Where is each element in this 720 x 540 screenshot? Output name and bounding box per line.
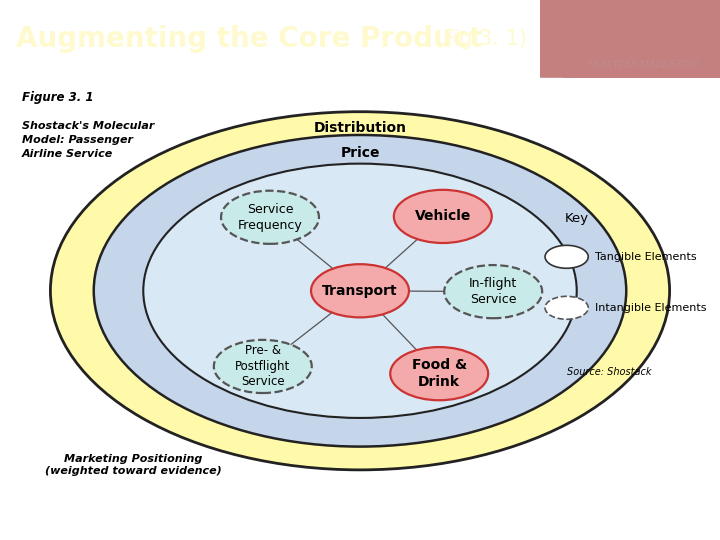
Ellipse shape bbox=[143, 164, 577, 418]
Text: Figure 3. 1: Figure 3. 1 bbox=[22, 91, 93, 104]
Ellipse shape bbox=[214, 340, 312, 393]
Text: Price: Price bbox=[341, 146, 379, 160]
Text: Tangible Elements: Tangible Elements bbox=[595, 252, 697, 262]
Text: Shostack's Molecular
Model: Passenger
Airline Service: Shostack's Molecular Model: Passenger Ai… bbox=[22, 121, 154, 159]
Ellipse shape bbox=[221, 191, 319, 244]
Ellipse shape bbox=[311, 264, 409, 318]
Text: Distribution: Distribution bbox=[313, 121, 407, 135]
Ellipse shape bbox=[94, 135, 626, 447]
Ellipse shape bbox=[444, 265, 542, 318]
Text: Food &
Drink: Food & Drink bbox=[412, 358, 467, 389]
Text: SERVICES MARKETING: SERVICES MARKETING bbox=[588, 60, 701, 69]
Text: Augmenting the Core Product: Augmenting the Core Product bbox=[16, 25, 482, 53]
Text: Pre- &
Postflight
Service: Pre- & Postflight Service bbox=[235, 345, 290, 388]
Text: Services Marketing 6/E: Services Marketing 6/E bbox=[305, 517, 415, 526]
Text: (Fig 3. 1): (Fig 3. 1) bbox=[428, 29, 527, 49]
Text: Slide © 2007 by Christopher Lovelock and Jochen Wirtz: Slide © 2007 by Christopher Lovelock and… bbox=[11, 517, 274, 526]
Text: In-flight
Service: In-flight Service bbox=[469, 278, 518, 306]
Ellipse shape bbox=[545, 296, 588, 319]
Text: Service
Frequency: Service Frequency bbox=[238, 203, 302, 232]
Text: Key: Key bbox=[565, 212, 590, 225]
Ellipse shape bbox=[50, 112, 670, 470]
Text: Marketing Positioning
(weighted toward evidence): Marketing Positioning (weighted toward e… bbox=[45, 454, 222, 476]
Text: Transport: Transport bbox=[322, 284, 398, 298]
Ellipse shape bbox=[390, 347, 488, 400]
Text: Vehicle: Vehicle bbox=[415, 210, 471, 224]
Text: Intangible Elements: Intangible Elements bbox=[595, 303, 707, 313]
Text: Source: Shostack: Source: Shostack bbox=[567, 367, 651, 376]
Text: Chapter 3 - 6: Chapter 3 - 6 bbox=[647, 517, 709, 526]
Ellipse shape bbox=[394, 190, 492, 243]
Ellipse shape bbox=[545, 245, 588, 268]
Bar bbox=[540, 0, 720, 78]
